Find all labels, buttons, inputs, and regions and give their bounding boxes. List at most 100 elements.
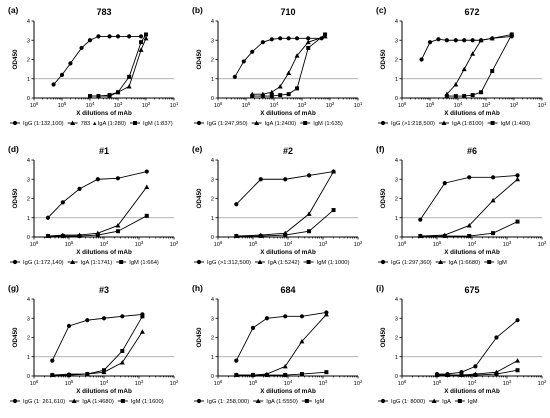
legend-label: 783 ▲IgA (1:280) (81, 121, 126, 127)
x-tick-label: 106 (30, 101, 39, 109)
data-point-square (77, 234, 82, 239)
data-point-circle (444, 38, 449, 43)
x-axis-title: X dilutions of mAb (76, 388, 132, 395)
legend-label: IgM (1:635) (313, 121, 343, 127)
legend-triangle-icon (70, 259, 76, 264)
x-axis-title: X dilutions of mAb (444, 388, 500, 395)
y-tick-label: 0 (27, 235, 30, 241)
y-tick-label: 4 (27, 19, 30, 25)
x-tick-label: 102 (354, 240, 363, 248)
data-point-square (234, 234, 239, 239)
data-point-square (490, 69, 495, 74)
y-tick-label: 2 (27, 58, 30, 64)
x-tick-label: 105 (433, 240, 442, 248)
x-tick-label: 103 (298, 101, 307, 109)
data-point-square (324, 370, 329, 375)
y-axis-title: OD450 (196, 49, 203, 69)
data-point-triangle (119, 360, 125, 365)
series-line-square (90, 34, 147, 97)
y-axis-title: OD450 (196, 188, 203, 208)
x-tick-label: 103 (135, 379, 144, 387)
x-tick-label: 104 (270, 101, 279, 109)
data-point-square (515, 219, 520, 224)
data-point-square (306, 45, 311, 50)
data-point-circle (470, 38, 475, 43)
legend-label: IgA (1:1741) (81, 260, 113, 266)
data-point-square (120, 348, 125, 353)
data-point-square (515, 368, 520, 373)
x-tick-label: 102 (538, 240, 547, 248)
x-tick-label: 101 (354, 101, 363, 109)
data-point-square (459, 373, 464, 378)
chart-panel-e: (e) #2 0 1 2 3 4 106 105 104 103 102 X dilutions of … (192, 144, 363, 266)
x-tick-label: 106 (214, 101, 223, 109)
y-tick-label: 1 (211, 355, 214, 361)
data-point-circle (101, 316, 107, 321)
data-point-triangle (331, 169, 337, 174)
data-point-circle (442, 181, 447, 186)
x-tick-label: 105 (65, 240, 74, 248)
data-point-circle (127, 34, 132, 39)
x-axis-title: X dilutions of mAb (444, 249, 500, 256)
y-tick-label: 2 (395, 58, 398, 64)
panel-title: 675 (464, 285, 479, 295)
data-point-triangle (299, 338, 305, 344)
panel-letter: (a) (8, 5, 19, 15)
data-point-circle (462, 38, 467, 43)
data-point-square (144, 213, 149, 218)
legend-triangle-icon (70, 120, 76, 125)
series-line-circle (235, 312, 327, 361)
x-tick-label: 105 (249, 379, 258, 387)
data-point-square (299, 372, 304, 377)
panel-letter: (e) (192, 144, 203, 154)
y-tick-label: 1 (211, 77, 214, 83)
legend-square-icon (487, 260, 492, 264)
data-point-square (283, 233, 288, 238)
chart-panel-c: (c) 672 0 1 2 3 4 106 105 104 103 102 101 X dilutions… (376, 5, 547, 127)
legend-square-icon (120, 399, 125, 403)
legend-square-icon (303, 121, 308, 125)
data-point-circle (87, 38, 93, 43)
x-tick-label: 106 (398, 101, 407, 109)
y-tick-label: 2 (27, 197, 30, 203)
y-tick-label: 3 (27, 38, 30, 44)
legend-label: IgA (1:5242) (268, 260, 300, 266)
legend-triangle-icon (255, 398, 261, 403)
x-axis-title: X dilutions of mAb (260, 249, 316, 256)
x-tick-label: 102 (326, 101, 335, 109)
legend-triangle-icon (438, 259, 444, 264)
data-point-triangle (461, 66, 467, 72)
data-point-circle (418, 217, 423, 222)
panel-title: #2 (283, 146, 293, 156)
y-tick-label: 1 (395, 216, 398, 222)
data-point-square (494, 372, 499, 377)
x-axis-title: X dilutions of mAb (260, 110, 316, 117)
y-tick-label: 2 (395, 197, 398, 203)
data-point-square (509, 32, 514, 37)
data-point-square (116, 90, 120, 95)
data-point-circle (294, 36, 300, 41)
x-tick-label: 106 (398, 379, 407, 387)
y-tick-label: 3 (395, 38, 398, 44)
y-axis-title: OD450 (380, 188, 387, 208)
x-tick-label: 103 (503, 379, 512, 387)
data-point-triangle (269, 89, 275, 95)
data-point-circle (260, 40, 265, 45)
panel-letter: (b) (192, 5, 203, 15)
data-point-square (258, 234, 263, 239)
data-point-circle (250, 49, 255, 54)
data-point-triangle (306, 211, 312, 216)
legend-label: IgG (1:297,360) (391, 260, 432, 266)
data-point-circle (306, 36, 311, 41)
x-tick-label: 105 (242, 101, 251, 109)
data-point-circle (436, 37, 441, 42)
y-tick-label: 2 (395, 336, 398, 342)
series-line-square (52, 316, 143, 376)
y-tick-label: 0 (211, 374, 214, 380)
x-axis-title: X dilutions of mAb (76, 110, 132, 117)
legend-circle-icon (12, 120, 18, 126)
data-point-triangle (323, 311, 329, 317)
data-point-triangle (453, 82, 459, 87)
legend-label: IgG (1:132,100) (23, 121, 64, 127)
